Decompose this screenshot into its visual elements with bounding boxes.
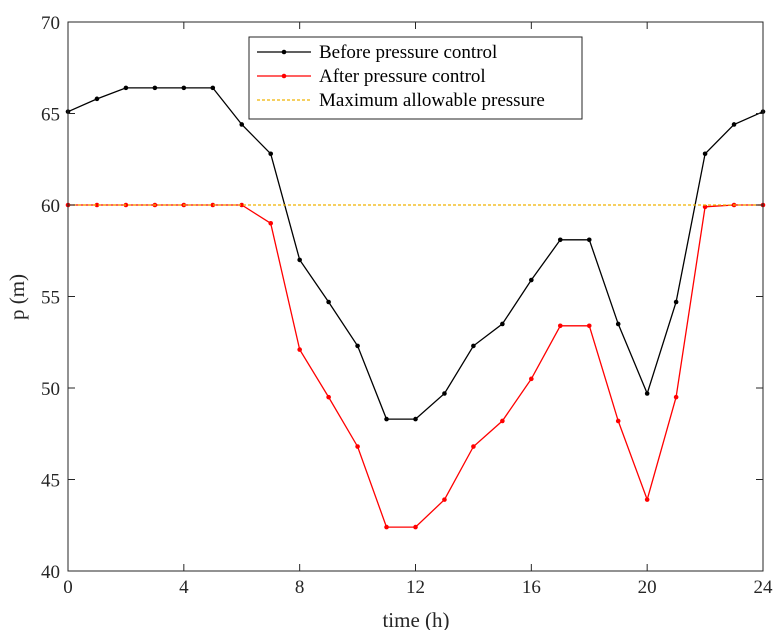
x-axis-title: time (h) xyxy=(382,608,449,630)
x-tick-label: 20 xyxy=(638,577,657,598)
y-tick-label: 45 xyxy=(41,471,60,492)
data-point xyxy=(471,343,476,349)
legend-label: After pressure control xyxy=(319,66,486,87)
data-point xyxy=(94,202,100,208)
series-line xyxy=(67,87,764,420)
data-point xyxy=(268,221,274,226)
x-tick-label: 16 xyxy=(522,577,541,598)
data-point xyxy=(529,277,534,283)
legend-label: Maximum allowable pressure xyxy=(319,90,545,111)
data-point xyxy=(210,85,216,91)
data-point xyxy=(413,524,418,530)
x-tick-label: 12 xyxy=(406,577,425,598)
data-point xyxy=(500,321,505,327)
legend-item: After pressure control xyxy=(257,66,486,87)
data-point xyxy=(702,151,708,157)
plot-area xyxy=(65,85,766,530)
data-point xyxy=(210,202,216,208)
y-tick-label: 50 xyxy=(41,379,60,400)
series-0 xyxy=(65,85,766,422)
y-axis-title: p (m) xyxy=(5,274,29,320)
data-point xyxy=(644,497,650,502)
data-point xyxy=(702,204,708,210)
series-line xyxy=(68,204,763,528)
x-tick-label: 8 xyxy=(295,577,305,598)
data-point xyxy=(326,394,331,400)
y-tick-label: 60 xyxy=(41,196,60,217)
legend-marker xyxy=(281,49,287,55)
legend-marker xyxy=(281,73,287,79)
data-point xyxy=(94,96,100,102)
data-point xyxy=(529,376,534,382)
data-point xyxy=(297,347,302,352)
data-point xyxy=(181,85,187,91)
legend: Before pressure control After pressure co… xyxy=(248,36,583,120)
data-point xyxy=(268,151,274,157)
data-point xyxy=(673,394,679,400)
data-point xyxy=(586,323,592,329)
axes: 0 4 8 12 16 20 24 40 45 50 55 60 65 70 xyxy=(41,13,773,598)
y-tick-label: 65 xyxy=(41,105,60,126)
x-tick-label: 0 xyxy=(63,577,73,598)
data-point xyxy=(297,257,302,263)
data-point xyxy=(471,444,476,449)
data-point xyxy=(239,122,245,127)
legend-box xyxy=(248,36,583,120)
data-point xyxy=(644,391,650,396)
data-point xyxy=(557,237,563,243)
y-tick-label: 40 xyxy=(41,562,60,583)
y-tick-label: 70 xyxy=(41,13,60,34)
data-point xyxy=(615,321,621,327)
data-point xyxy=(123,85,129,91)
data-point xyxy=(239,202,245,208)
y-tick-label: 55 xyxy=(41,288,60,309)
data-point xyxy=(615,418,621,424)
data-point xyxy=(557,323,563,329)
data-point xyxy=(413,416,418,422)
data-point xyxy=(355,343,360,349)
data-point xyxy=(586,237,592,243)
data-point xyxy=(384,416,389,422)
legend-item: Maximum allowable pressure xyxy=(257,90,545,111)
x-tick-label: 4 xyxy=(179,577,189,598)
data-point xyxy=(355,444,360,449)
legend-label: Before pressure control xyxy=(319,42,497,63)
data-point xyxy=(326,299,331,305)
data-point xyxy=(384,524,389,530)
data-point xyxy=(673,299,679,305)
data-point xyxy=(500,418,505,424)
series-1 xyxy=(65,202,766,530)
data-point xyxy=(731,122,737,127)
data-point xyxy=(442,391,447,396)
data-point xyxy=(152,85,158,91)
legend-item: Before pressure control xyxy=(257,42,497,63)
x-tick-label: 24 xyxy=(754,577,774,598)
data-point xyxy=(442,497,447,502)
